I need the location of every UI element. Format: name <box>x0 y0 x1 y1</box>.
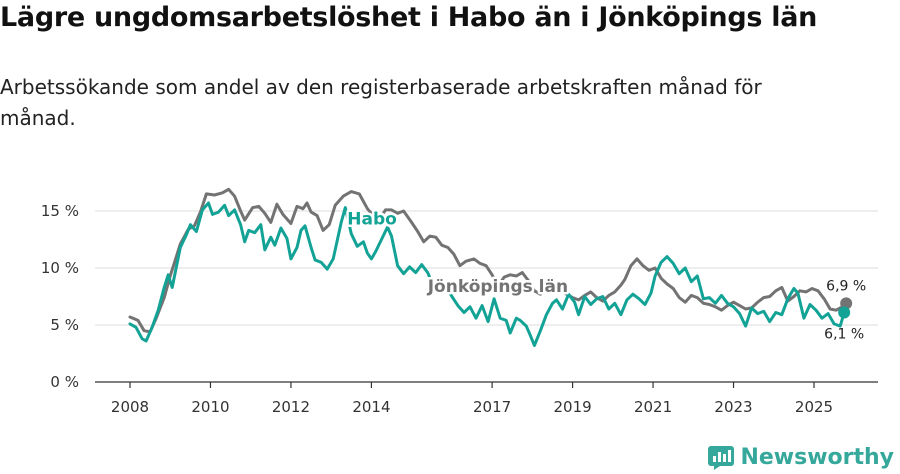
end-marker-jonkopings-lan <box>840 297 853 310</box>
series-line-habo <box>128 201 846 347</box>
end-value-label-jonkopings-lan: 6,9 % <box>826 278 866 294</box>
series-labels: Jönköpings län Habo <box>345 207 571 299</box>
y-axis: 0 % 5 % 10 % 15 % <box>41 202 79 391</box>
series-line-jonkopings-lan <box>128 187 848 334</box>
x-tick-label: 2017 <box>473 398 511 416</box>
x-tick-label: 2019 <box>553 398 591 416</box>
x-tick-label: 2012 <box>272 398 310 416</box>
chart-subtitle: Arbetssökande som andel av den registerb… <box>0 75 762 130</box>
end-marker-habo <box>838 306 851 319</box>
x-tick-label: 2008 <box>111 398 149 416</box>
brand-name: Newsworthy <box>740 445 894 470</box>
y-tick-label: 15 % <box>41 202 79 220</box>
chart-title: Lägre ungdomsarbetslöshet i Habo än i Jö… <box>0 2 818 33</box>
series-label-habo: Habo <box>347 210 397 230</box>
x-axis: 2008 2010 2012 2014 2017 2019 2021 2023 2025 <box>95 381 878 416</box>
y-tick-label: 10 % <box>41 259 79 277</box>
x-tick-label: 2021 <box>634 398 672 416</box>
series-lines <box>128 187 848 347</box>
brand-footer: Newsworthy <box>708 445 894 470</box>
x-tick-label: 2010 <box>191 398 229 416</box>
end-value-label-habo: 6,1 % <box>824 326 864 342</box>
end-markers: 6,9 % 6,1 % <box>824 278 866 342</box>
y-tick-label: 0 % <box>50 373 79 391</box>
series-label-jonkopings-lan: Jönköpings län <box>427 277 568 297</box>
x-tick-label: 2025 <box>795 398 833 416</box>
x-tick-label: 2023 <box>714 398 752 416</box>
newsworthy-logo-icon <box>708 445 735 470</box>
x-tick-label: 2014 <box>352 398 390 416</box>
y-tick-label: 5 % <box>50 316 79 334</box>
